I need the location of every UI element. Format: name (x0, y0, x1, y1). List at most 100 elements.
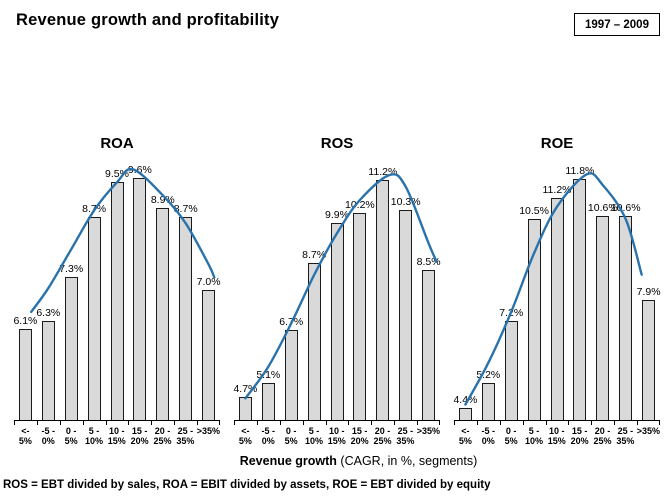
chart-title-ros: ROS (320, 135, 354, 152)
axis-tick (637, 421, 639, 425)
bar (156, 208, 170, 420)
axis-tick (151, 421, 153, 425)
axis-tick (659, 421, 660, 425)
bar (133, 178, 147, 420)
axis-tick (219, 421, 220, 425)
bar (261, 383, 275, 420)
x-tick-label: 15 -20% (570, 426, 589, 446)
axis-tick (197, 421, 199, 425)
x-tick-label: 0 -5% (284, 426, 298, 446)
bar-value-label: 10.3% (390, 196, 421, 208)
x-axis-labels-ros: <- 5% -5 -0% 0 -5% 5 -10% 10 -15% 15 -20% 20 -2… (234, 426, 440, 446)
chart-roe: ROE 4.4% 5.2% 7.2% 10.5% 11.2% 11.8% 10.6% 10.6… (453, 133, 660, 446)
axis-tick (302, 421, 304, 425)
axis-ticks-roe (454, 421, 660, 426)
chart-title-roe: ROE (540, 135, 574, 152)
axis-tick (279, 421, 281, 425)
x-tick-label: -5 -0% (261, 426, 276, 446)
bar (642, 299, 656, 420)
axis-tick (614, 421, 616, 425)
x-tick-label: 20 -25% (593, 426, 612, 446)
axis-tick (394, 421, 396, 425)
x-tick-label: >35% (196, 426, 221, 436)
x-tick-label: <- 5% (18, 426, 32, 446)
bar (284, 330, 298, 420)
x-tick-label: 15 -20% (350, 426, 369, 446)
footnote: ROS = EBT divided by sales, ROA = EBIT d… (3, 479, 491, 491)
axis-tick (371, 421, 373, 425)
page-title: Revenue growth and profitability (16, 11, 280, 29)
bar (179, 216, 193, 420)
bar (458, 407, 472, 420)
x-axis-labels-roa: <- 5% -5 -0% 0 -5% 5 -10% 10 -15% 15 -20% 20 -2… (14, 426, 220, 446)
bar-value-label: 11.2% (368, 166, 398, 178)
x-tick-label: >35% (416, 426, 441, 436)
axis-tick (499, 421, 501, 425)
axis-tick (174, 421, 176, 425)
bar (307, 263, 321, 420)
bar (376, 180, 390, 420)
bar-value-label: 8.7% (173, 202, 198, 215)
bar (64, 277, 78, 420)
bar (202, 290, 216, 420)
axis-tick (234, 421, 235, 425)
bar (527, 219, 541, 420)
bar (110, 182, 124, 420)
bar (238, 396, 252, 420)
plot-area-roa: 6.1% 6.3% 7.3% 8.7% 9.5% 9.6% 8.9% 8.7% 7.0% (13, 164, 221, 421)
axis-ticks-ros (234, 421, 440, 426)
bar (353, 213, 367, 420)
x-tick-label: >35% (636, 426, 661, 436)
period-badge: 1997 – 2009 (574, 13, 660, 36)
bar (481, 382, 495, 420)
x-tick-label: 0 -5% (64, 426, 78, 446)
axis-tick (454, 421, 455, 425)
bar (399, 210, 413, 420)
axis-tick (522, 421, 524, 425)
x-tick-label: 10 -15% (547, 426, 566, 446)
x-tick-label: -5 -0% (481, 426, 496, 446)
bar (422, 270, 436, 420)
x-tick-label: 5 -10% (84, 426, 103, 446)
axis-tick (128, 421, 130, 425)
bar (550, 197, 564, 420)
axis-tick (591, 421, 593, 425)
x-tick-label: <- 5% (458, 426, 472, 446)
axis-tick (14, 421, 15, 425)
axis-tick (439, 421, 440, 425)
bar-value-label: 7.0% (196, 276, 221, 289)
x-tick-label: 25 -35% (176, 426, 195, 446)
axis-tick (36, 421, 38, 425)
x-tick-label: 20 -25% (373, 426, 392, 446)
axis-tick (417, 421, 419, 425)
x-tick-label: 5 -10% (304, 426, 323, 446)
bar-value-label: 11.8% (565, 164, 595, 177)
x-tick-label: 10 -15% (327, 426, 346, 446)
x-tick-label: 0 -5% (504, 426, 518, 446)
x-axis-title-note: (CAGR, in %, segments) (336, 454, 478, 468)
axis-tick (82, 421, 84, 425)
x-tick-label: 15 -20% (130, 426, 149, 446)
x-tick-label: 20 -25% (153, 426, 172, 446)
axis-tick (256, 421, 258, 425)
bar-value-label: 9.6% (127, 164, 152, 176)
x-tick-label: 10 -15% (107, 426, 126, 446)
x-tick-label: 25 -35% (396, 426, 415, 446)
axis-tick (348, 421, 350, 425)
bar-value-label: 7.9% (636, 285, 661, 298)
chart-ros: ROS 4.7% 5.1% 6.7% 8.7% 9.9% 10.2% 11.2% 10.3% 8… (233, 133, 440, 446)
bar-value-label: 8.5% (416, 256, 441, 268)
axis-tick (105, 421, 107, 425)
x-axis-title: Revenue growth (CAGR, in %, segments) (0, 454, 669, 468)
bar (504, 321, 518, 420)
chart-title-roa: ROA (100, 135, 134, 152)
chart-roa: ROA 6.1% 6.3% 7.3% 8.7% 9.5% 9.6% 8.9% 8.7% 7.0%… (13, 133, 221, 446)
axis-ticks-roa (14, 421, 220, 426)
x-tick-label: -5 -0% (41, 426, 56, 446)
bar (573, 178, 587, 420)
bar (330, 223, 344, 420)
bar-value-label: 6.1% (13, 315, 38, 328)
bar (596, 216, 610, 420)
x-axis-labels-roe: <- 5% -5 -0% 0 -5% 5 -10% 10 -15% 15 -20% 20 -2… (454, 426, 660, 446)
